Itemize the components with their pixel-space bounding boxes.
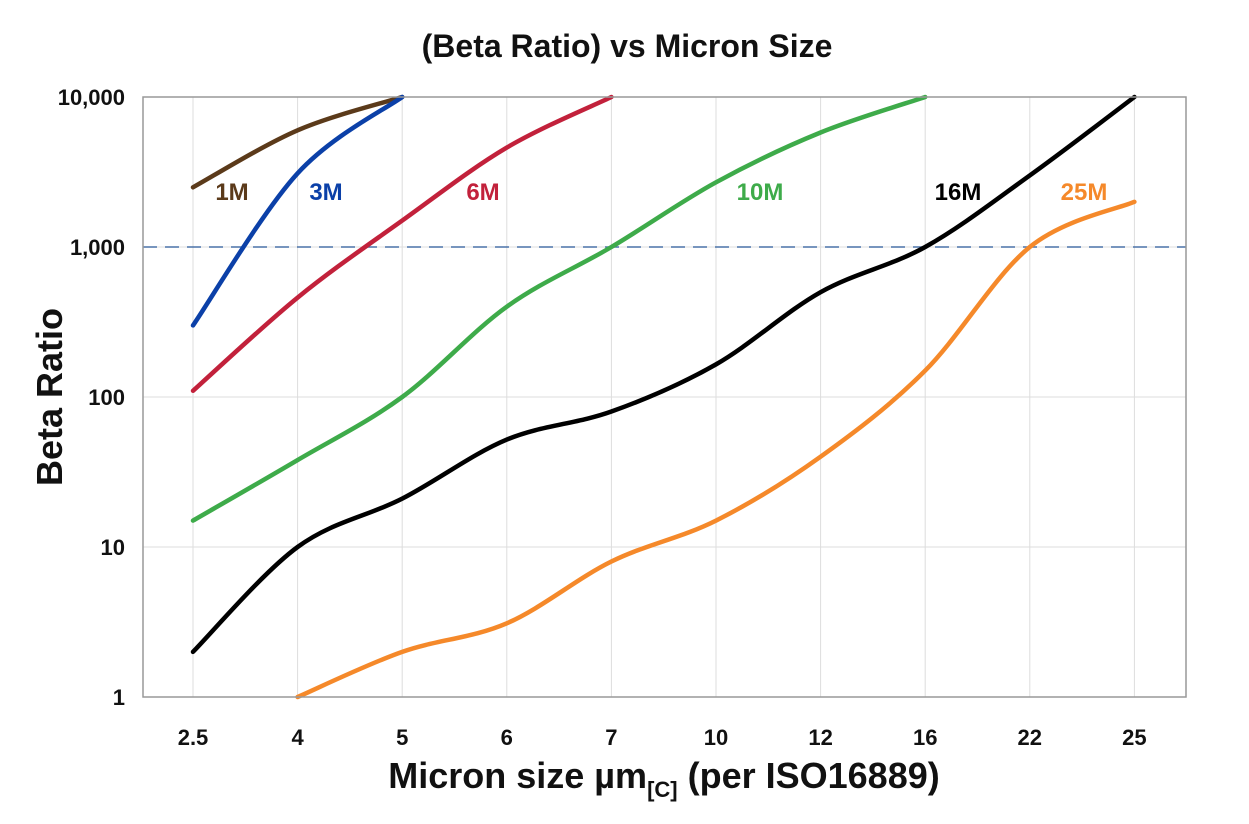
y-tick-label: 1,000 — [70, 235, 125, 260]
x-axis-label-suffix: (per ISO16889) — [678, 755, 940, 796]
x-tick-label: 10 — [704, 725, 728, 750]
x-tick-label: 2.5 — [178, 725, 209, 750]
x-axis-label-subscript: [C] — [647, 777, 678, 802]
series-line-3M — [190, 94, 405, 328]
x-axis-label-main: Micron size µm — [388, 755, 647, 796]
x-tick-label: 7 — [605, 725, 617, 750]
series-line-25M — [295, 199, 1137, 700]
series-line-6M — [190, 94, 614, 394]
y-tick-label: 100 — [88, 385, 125, 410]
x-tick-label: 4 — [291, 725, 304, 750]
x-tick-label: 5 — [396, 725, 408, 750]
series-label-25M: 25M — [1061, 179, 1108, 206]
x-tick-label: 25 — [1122, 725, 1146, 750]
series-group — [190, 94, 1137, 700]
y-axis-ticks: 1 10 100 1,000 10,000 — [58, 85, 125, 710]
series-line-16M — [190, 94, 1137, 655]
y-tick-label: 10 — [101, 535, 125, 560]
x-tick-label: 12 — [808, 725, 832, 750]
series-line-10M — [190, 94, 928, 523]
grid — [143, 96, 1186, 698]
series-label-10M: 10M — [737, 179, 784, 206]
x-tick-label: 16 — [913, 725, 937, 750]
chart-title: (Beta Ratio) vs Micron Size — [422, 28, 833, 64]
x-tick-label: 22 — [1018, 725, 1042, 750]
series-label-6M: 6M — [466, 179, 499, 206]
plot-frame — [142, 96, 1187, 698]
x-tick-label: 6 — [501, 725, 513, 750]
x-axis-label: Micron size µm[C] (per ISO16889) — [388, 755, 939, 802]
y-axis-label: Beta Ratio — [29, 308, 70, 486]
series-labels: 1M 3M 6M 10M 16M 25M — [215, 179, 1107, 206]
y-tick-label: 1 — [113, 685, 125, 710]
series-line-1M — [190, 94, 405, 190]
y-tick-label: 10,000 — [58, 85, 125, 110]
series-label-1M: 1M — [215, 179, 248, 206]
series-label-16M: 16M — [935, 179, 982, 206]
series-label-3M: 3M — [309, 179, 342, 206]
x-axis-ticks: 2.5 4 5 6 7 10 12 16 22 25 — [178, 725, 1147, 750]
